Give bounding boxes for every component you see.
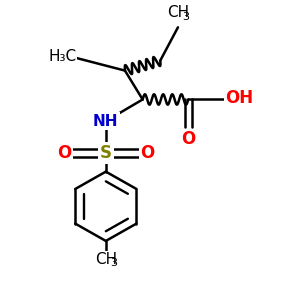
- Text: NH: NH: [93, 114, 118, 129]
- Text: H: H: [65, 49, 76, 64]
- Text: O: O: [140, 144, 154, 162]
- Text: OH: OH: [225, 89, 253, 107]
- Text: O: O: [58, 144, 72, 162]
- Text: H₃C: H₃C: [48, 49, 76, 64]
- Text: CH: CH: [167, 5, 189, 20]
- Text: 3: 3: [182, 12, 189, 22]
- Text: CH: CH: [95, 252, 117, 267]
- Text: O: O: [181, 130, 195, 148]
- Text: 3: 3: [110, 258, 117, 268]
- Text: S: S: [100, 144, 112, 162]
